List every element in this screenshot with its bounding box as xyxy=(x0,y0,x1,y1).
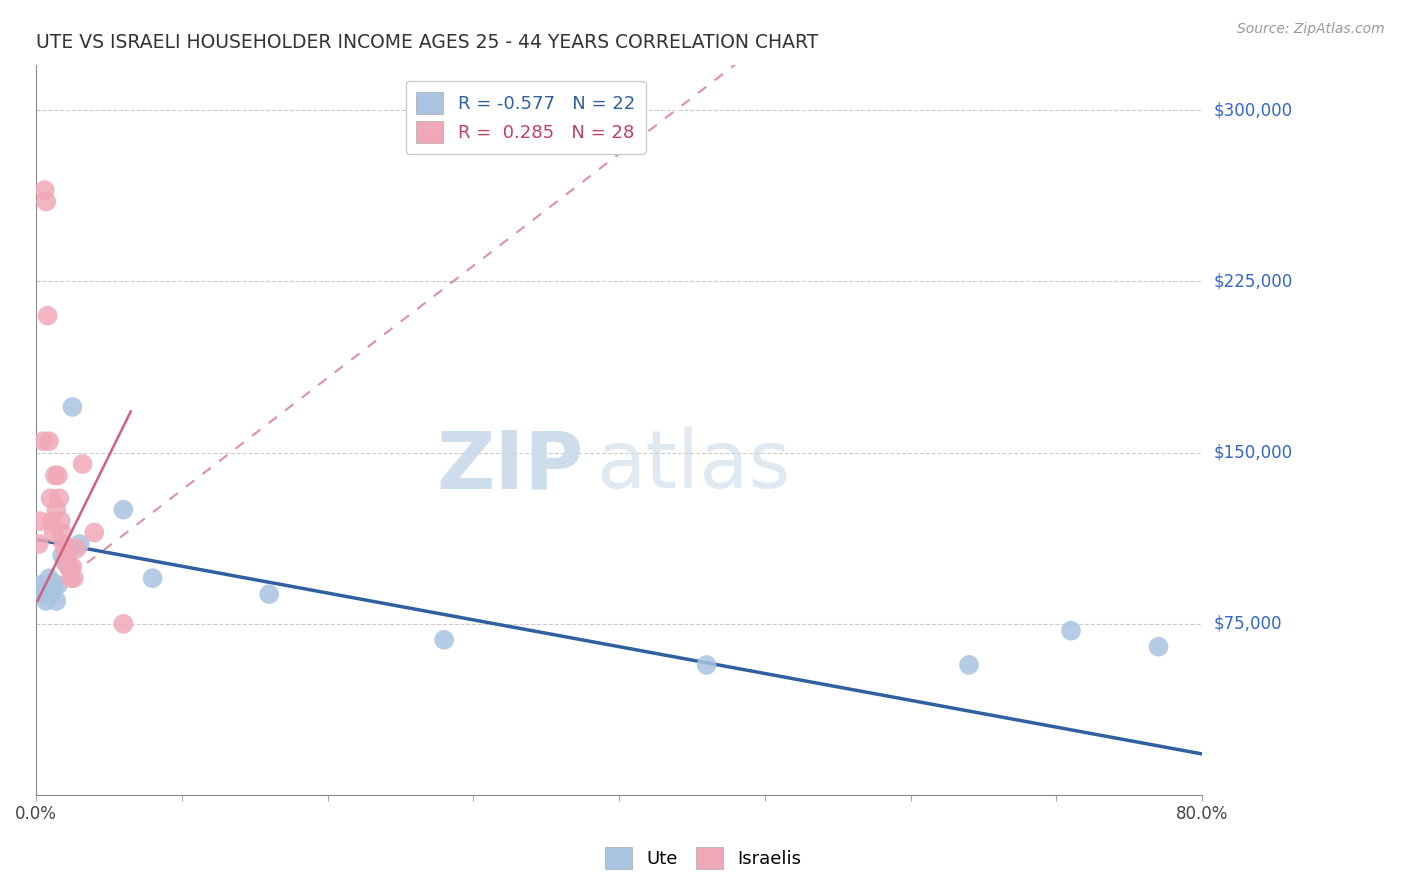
Point xyxy=(41,514,63,528)
Text: atlas: atlas xyxy=(596,427,790,505)
Point xyxy=(38,434,60,449)
Point xyxy=(30,514,52,528)
Point xyxy=(60,559,83,574)
Point xyxy=(45,594,67,608)
Point xyxy=(72,457,94,471)
Point xyxy=(696,657,718,672)
Point xyxy=(1060,624,1083,638)
Point xyxy=(112,616,135,631)
Legend: Ute, Israelis: Ute, Israelis xyxy=(598,839,808,876)
Point xyxy=(37,578,59,592)
Point xyxy=(28,537,51,551)
Point xyxy=(42,525,65,540)
Point xyxy=(35,594,58,608)
Point xyxy=(32,434,55,449)
Point xyxy=(42,582,65,597)
Point xyxy=(56,559,79,574)
Point xyxy=(48,491,70,506)
Point xyxy=(30,578,52,592)
Point xyxy=(41,575,63,590)
Point xyxy=(37,309,59,323)
Point xyxy=(58,559,80,574)
Text: $75,000: $75,000 xyxy=(1213,615,1282,632)
Point xyxy=(44,468,66,483)
Point xyxy=(53,555,76,569)
Point xyxy=(39,587,62,601)
Point xyxy=(49,514,72,528)
Point xyxy=(257,587,280,601)
Point xyxy=(112,502,135,516)
Point xyxy=(35,194,58,209)
Text: ZIP: ZIP xyxy=(437,427,583,505)
Point xyxy=(63,571,86,585)
Point xyxy=(66,541,89,556)
Point xyxy=(46,578,69,592)
Point xyxy=(52,537,75,551)
Point xyxy=(53,541,76,556)
Point xyxy=(38,571,60,585)
Point xyxy=(433,632,456,647)
Point xyxy=(69,537,91,551)
Point xyxy=(56,541,79,556)
Point xyxy=(51,549,73,563)
Text: $225,000: $225,000 xyxy=(1213,272,1292,291)
Text: UTE VS ISRAELI HOUSEHOLDER INCOME AGES 25 - 44 YEARS CORRELATION CHART: UTE VS ISRAELI HOUSEHOLDER INCOME AGES 2… xyxy=(37,33,818,52)
Point xyxy=(83,525,105,540)
Point xyxy=(51,525,73,540)
Point xyxy=(59,571,82,585)
Point xyxy=(34,587,56,601)
Point xyxy=(1147,640,1170,654)
Point xyxy=(55,549,77,563)
Point xyxy=(142,571,165,585)
Point xyxy=(34,183,56,197)
Point xyxy=(60,400,83,414)
Text: $300,000: $300,000 xyxy=(1213,101,1292,120)
Text: Source: ZipAtlas.com: Source: ZipAtlas.com xyxy=(1237,22,1385,37)
Point xyxy=(39,491,62,506)
Point xyxy=(45,502,67,516)
Point xyxy=(957,657,980,672)
Point xyxy=(46,468,69,483)
Legend: R = -0.577   N = 22, R =  0.285   N = 28: R = -0.577 N = 22, R = 0.285 N = 28 xyxy=(405,81,645,153)
Text: $150,000: $150,000 xyxy=(1213,443,1292,462)
